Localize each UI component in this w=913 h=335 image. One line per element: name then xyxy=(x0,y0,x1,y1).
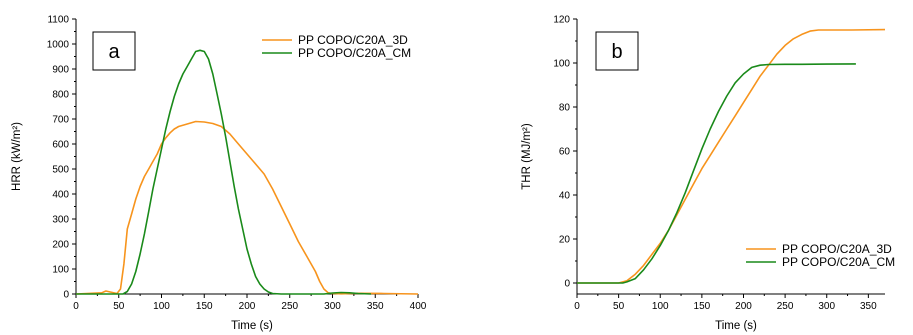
panel-label-box: a xyxy=(92,31,136,71)
x-tick-label: 350 xyxy=(367,301,384,312)
x-tick-label: 50 xyxy=(113,301,125,312)
x-tick-label: 200 xyxy=(735,301,752,312)
series-line-1 xyxy=(75,120,419,295)
axes: 0 20 40 60 80 100 120 0 50 100 150 200 250 300 350 xyxy=(553,15,885,312)
legend-label: PP COPO/C20A_3D xyxy=(298,33,408,47)
x-tick-label: 250 xyxy=(281,301,298,312)
y-tick-label: 120 xyxy=(553,15,570,26)
x-axis-title: Time (s) xyxy=(231,320,273,332)
y-tick-label: 1000 xyxy=(47,40,70,51)
x-tick-label: 0 xyxy=(73,301,79,312)
x-axis-title: Time (s) xyxy=(715,320,757,332)
chart-panel-b: 0 20 40 60 80 100 120 0 50 100 150 200 250 300 350 Time… xyxy=(521,15,895,333)
panel-label-frame xyxy=(92,31,136,71)
series-line-2 xyxy=(76,49,372,295)
x-tick-label: 400 xyxy=(410,301,427,312)
y-tick-label: 0 xyxy=(63,290,69,301)
y-tick-label: 60 xyxy=(559,147,571,158)
x-tick-label: 150 xyxy=(196,301,213,312)
y-axis-title: THR (MJ/m²) xyxy=(521,123,533,190)
legend-label: PP COPO/C20A_CM xyxy=(782,255,895,269)
y-tick-label: 1100 xyxy=(47,15,69,26)
x-tick-label: 100 xyxy=(652,301,669,312)
legend-label: PP COPO/C20A_3D xyxy=(782,242,892,256)
y-tick-label: 200 xyxy=(52,240,69,251)
x-tick-label: 50 xyxy=(613,301,625,312)
x-tick-label: 0 xyxy=(574,301,580,312)
y-tick-label: 100 xyxy=(553,59,570,70)
panel-label: a xyxy=(108,41,120,63)
x-tick-label: 100 xyxy=(153,301,170,312)
y-tick-label: 600 xyxy=(52,140,69,151)
y-tick-label: 0 xyxy=(564,279,570,290)
y-tick-label: 900 xyxy=(52,65,69,76)
panel-label: b xyxy=(611,41,622,63)
y-tick-label: 100 xyxy=(52,265,69,276)
y-tick-label: 700 xyxy=(52,115,69,126)
x-tick-label: 150 xyxy=(694,301,711,312)
y-tick-label: 80 xyxy=(559,103,571,114)
y-axis-title: HRR (kW/m²) xyxy=(11,122,23,191)
x-tick-label: 200 xyxy=(239,301,256,312)
panel-label-box: b xyxy=(595,31,639,71)
chart-panel-a: 0 100 200 300 400 500 600 700 800 900 1000 1100 0 50 1… xyxy=(11,15,427,333)
panel-label-frame xyxy=(595,31,639,71)
legend-label: PP COPO/C20A_CM xyxy=(298,46,411,60)
x-tick-label: 350 xyxy=(860,301,877,312)
x-tick-label: 300 xyxy=(818,301,835,312)
y-tick-label: 400 xyxy=(52,190,69,201)
axes: 0 100 200 300 400 500 600 700 800 900 1000 1100 0 50 1… xyxy=(47,15,427,313)
x-tick-label: 300 xyxy=(324,301,341,312)
y-tick-label: 40 xyxy=(559,191,571,202)
y-tick-label: 300 xyxy=(52,215,69,226)
x-tick-label: 250 xyxy=(777,301,794,312)
series-line-1 xyxy=(577,28,886,284)
y-tick-label: 20 xyxy=(559,235,571,246)
y-tick-label: 800 xyxy=(52,90,69,101)
y-tick-label: 500 xyxy=(52,165,69,176)
series-line-2 xyxy=(577,63,856,284)
